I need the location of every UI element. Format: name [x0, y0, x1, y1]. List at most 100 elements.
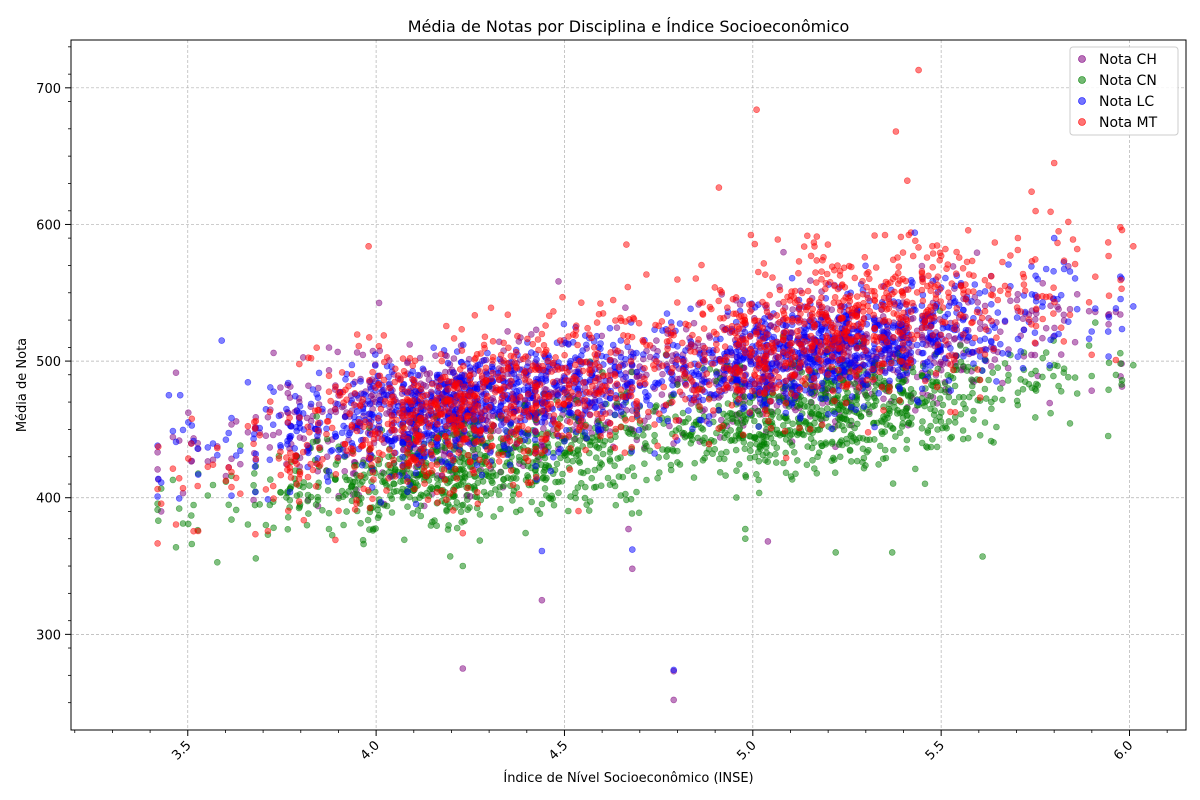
- scatter-point: [172, 369, 180, 377]
- scatter-point: [550, 501, 558, 509]
- scatter-point: [1001, 360, 1009, 367]
- scatter-point: [375, 342, 383, 350]
- scatter-point: [654, 442, 661, 450]
- scatter-point: [667, 461, 675, 469]
- scatter-point: [742, 472, 749, 479]
- scatter-point: [588, 438, 595, 445]
- scatter-point: [886, 365, 894, 372]
- scatter-point: [560, 320, 568, 328]
- scatter-point: [918, 349, 926, 357]
- scatter-point: [371, 351, 379, 358]
- scatter-point: [899, 340, 907, 347]
- scatter-point: [283, 494, 290, 501]
- scatter-point: [380, 332, 388, 339]
- scatter-point: [583, 501, 591, 509]
- scatter-point: [433, 442, 441, 450]
- scatter-point: [886, 410, 893, 417]
- scatter-point: [1117, 360, 1124, 367]
- scatter-point: [728, 410, 736, 418]
- scatter-point: [228, 455, 235, 463]
- scatter-point: [613, 324, 621, 332]
- scatter-point: [913, 331, 921, 339]
- scatter-point: [855, 384, 863, 391]
- scatter-point: [655, 416, 663, 424]
- scatter-point: [899, 371, 907, 379]
- scatter-point: [400, 536, 408, 544]
- scatter-point: [909, 368, 917, 376]
- scatter-point: [669, 381, 676, 389]
- scatter-point: [1088, 372, 1095, 380]
- scatter-point: [175, 474, 183, 482]
- scatter-point: [341, 473, 349, 481]
- scatter-point: [982, 395, 990, 402]
- scatter-point: [432, 352, 439, 360]
- scatter-point: [865, 446, 872, 454]
- scatter-point: [943, 424, 950, 432]
- scatter-point: [571, 436, 578, 443]
- scatter-point: [875, 389, 883, 397]
- scatter-point: [577, 479, 585, 487]
- scatter-point: [414, 371, 422, 379]
- scatter-point: [740, 403, 748, 411]
- scatter-point: [549, 378, 557, 386]
- scatter-point: [1047, 336, 1054, 344]
- scatter-point: [911, 465, 919, 473]
- scatter-point: [270, 349, 277, 357]
- scatter-point: [534, 506, 541, 514]
- scatter-point: [497, 421, 505, 429]
- scatter-point: [244, 428, 252, 436]
- scatter-point: [1073, 305, 1081, 313]
- scatter-point: [1071, 338, 1079, 346]
- scatter-point: [853, 438, 861, 446]
- scatter-point: [597, 482, 605, 490]
- scatter-point: [840, 362, 847, 370]
- scatter-point: [284, 525, 292, 533]
- scatter-point: [525, 413, 533, 421]
- scatter-point: [412, 500, 420, 508]
- scatter-point: [1014, 335, 1022, 343]
- scatter-point: [306, 482, 313, 489]
- scatter-point: [1117, 349, 1124, 357]
- scatter-point: [999, 349, 1006, 357]
- scatter-point: [599, 450, 607, 458]
- scatter-point: [630, 472, 638, 480]
- scatter-point: [306, 428, 313, 436]
- scatter-point: [606, 481, 614, 489]
- scatter-point: [981, 288, 989, 295]
- scatter-point: [492, 486, 499, 493]
- scatter-point: [623, 496, 630, 504]
- scatter-point: [1054, 303, 1061, 311]
- scatter-point: [860, 403, 868, 410]
- scatter-point: [772, 450, 779, 458]
- scatter-point: [782, 469, 790, 477]
- scatter-point: [1066, 305, 1074, 313]
- scatter-point: [1105, 313, 1113, 321]
- scatter-point: [319, 506, 326, 514]
- scatter-point: [831, 410, 838, 418]
- scatter-point: [682, 395, 689, 403]
- scatter-point: [514, 332, 521, 340]
- scatter-point: [851, 274, 859, 282]
- scatter-point: [1019, 364, 1027, 372]
- scatter-point: [1032, 414, 1039, 421]
- scatter-point: [964, 434, 972, 442]
- scatter-point: [542, 461, 550, 469]
- scatter-point: [818, 275, 825, 283]
- scatter-point: [295, 360, 303, 368]
- scatter-point: [615, 363, 623, 371]
- scatter-point: [595, 444, 603, 452]
- scatter-point: [753, 470, 760, 478]
- scatter-point: [756, 323, 763, 331]
- scatter-point: [853, 352, 861, 359]
- scatter-point: [976, 431, 984, 439]
- scatter-point: [994, 296, 1002, 304]
- scatter-point: [939, 318, 946, 326]
- scatter-point: [561, 449, 569, 457]
- scatter-point: [664, 446, 672, 453]
- scatter-point: [575, 390, 583, 398]
- scatter-point: [209, 481, 217, 489]
- scatter-point: [763, 331, 771, 338]
- scatter-point: [818, 442, 826, 450]
- scatter-point: [1014, 290, 1022, 298]
